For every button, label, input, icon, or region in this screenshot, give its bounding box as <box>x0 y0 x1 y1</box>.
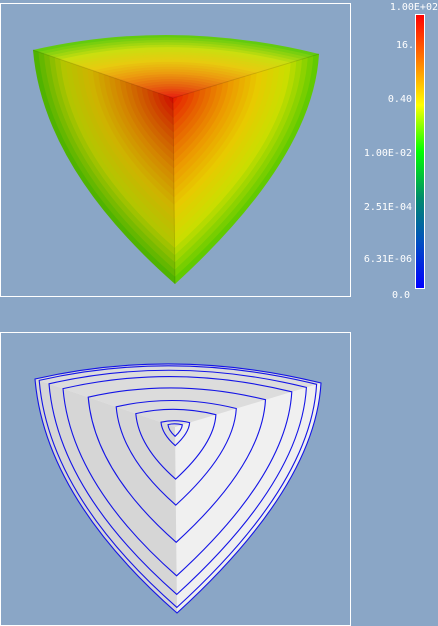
contour-line-viewport[interactable] <box>0 332 351 626</box>
contour-line-canvas <box>34 363 322 614</box>
colorbar-tick-label: 2.51E-04 <box>363 202 412 213</box>
top-face-shade <box>33 34 319 98</box>
contour-line <box>160 420 191 447</box>
contour-line <box>62 376 293 577</box>
colorbar-tick-label: 6.31E-06 <box>363 254 412 265</box>
contour-line <box>87 387 267 544</box>
octant-edge <box>172 53 320 99</box>
contour-fill-canvas <box>32 34 320 285</box>
colorbar-tick-label: 0.0 <box>391 290 410 301</box>
top-face <box>35 363 321 427</box>
colorbar-legend: 1.00E+02 16. 0.40 1.00E-02 2.51E-04 6.31… <box>364 2 438 301</box>
contour-line <box>167 423 183 438</box>
contour-line <box>38 365 318 609</box>
contour-line <box>48 369 307 596</box>
octant-edge <box>172 97 176 285</box>
right-face-shade <box>173 54 319 284</box>
left-face-shade <box>33 50 175 284</box>
left-face <box>35 379 177 613</box>
colorbar-tick-label: 0.40 <box>387 94 412 105</box>
contour-line <box>135 408 217 480</box>
colorbar-tick-label: 16. <box>395 40 414 51</box>
colorbar-tick-label: 1.00E+02 <box>389 2 438 13</box>
contour-line <box>115 399 237 506</box>
contour-fill-viewport[interactable] <box>0 3 351 297</box>
colorbar-tick-label: 1.00E-02 <box>363 148 412 159</box>
contour-line <box>34 363 322 614</box>
octant-edge <box>32 49 174 99</box>
colorbar-gradient <box>415 14 425 289</box>
contour-band <box>168 96 178 104</box>
